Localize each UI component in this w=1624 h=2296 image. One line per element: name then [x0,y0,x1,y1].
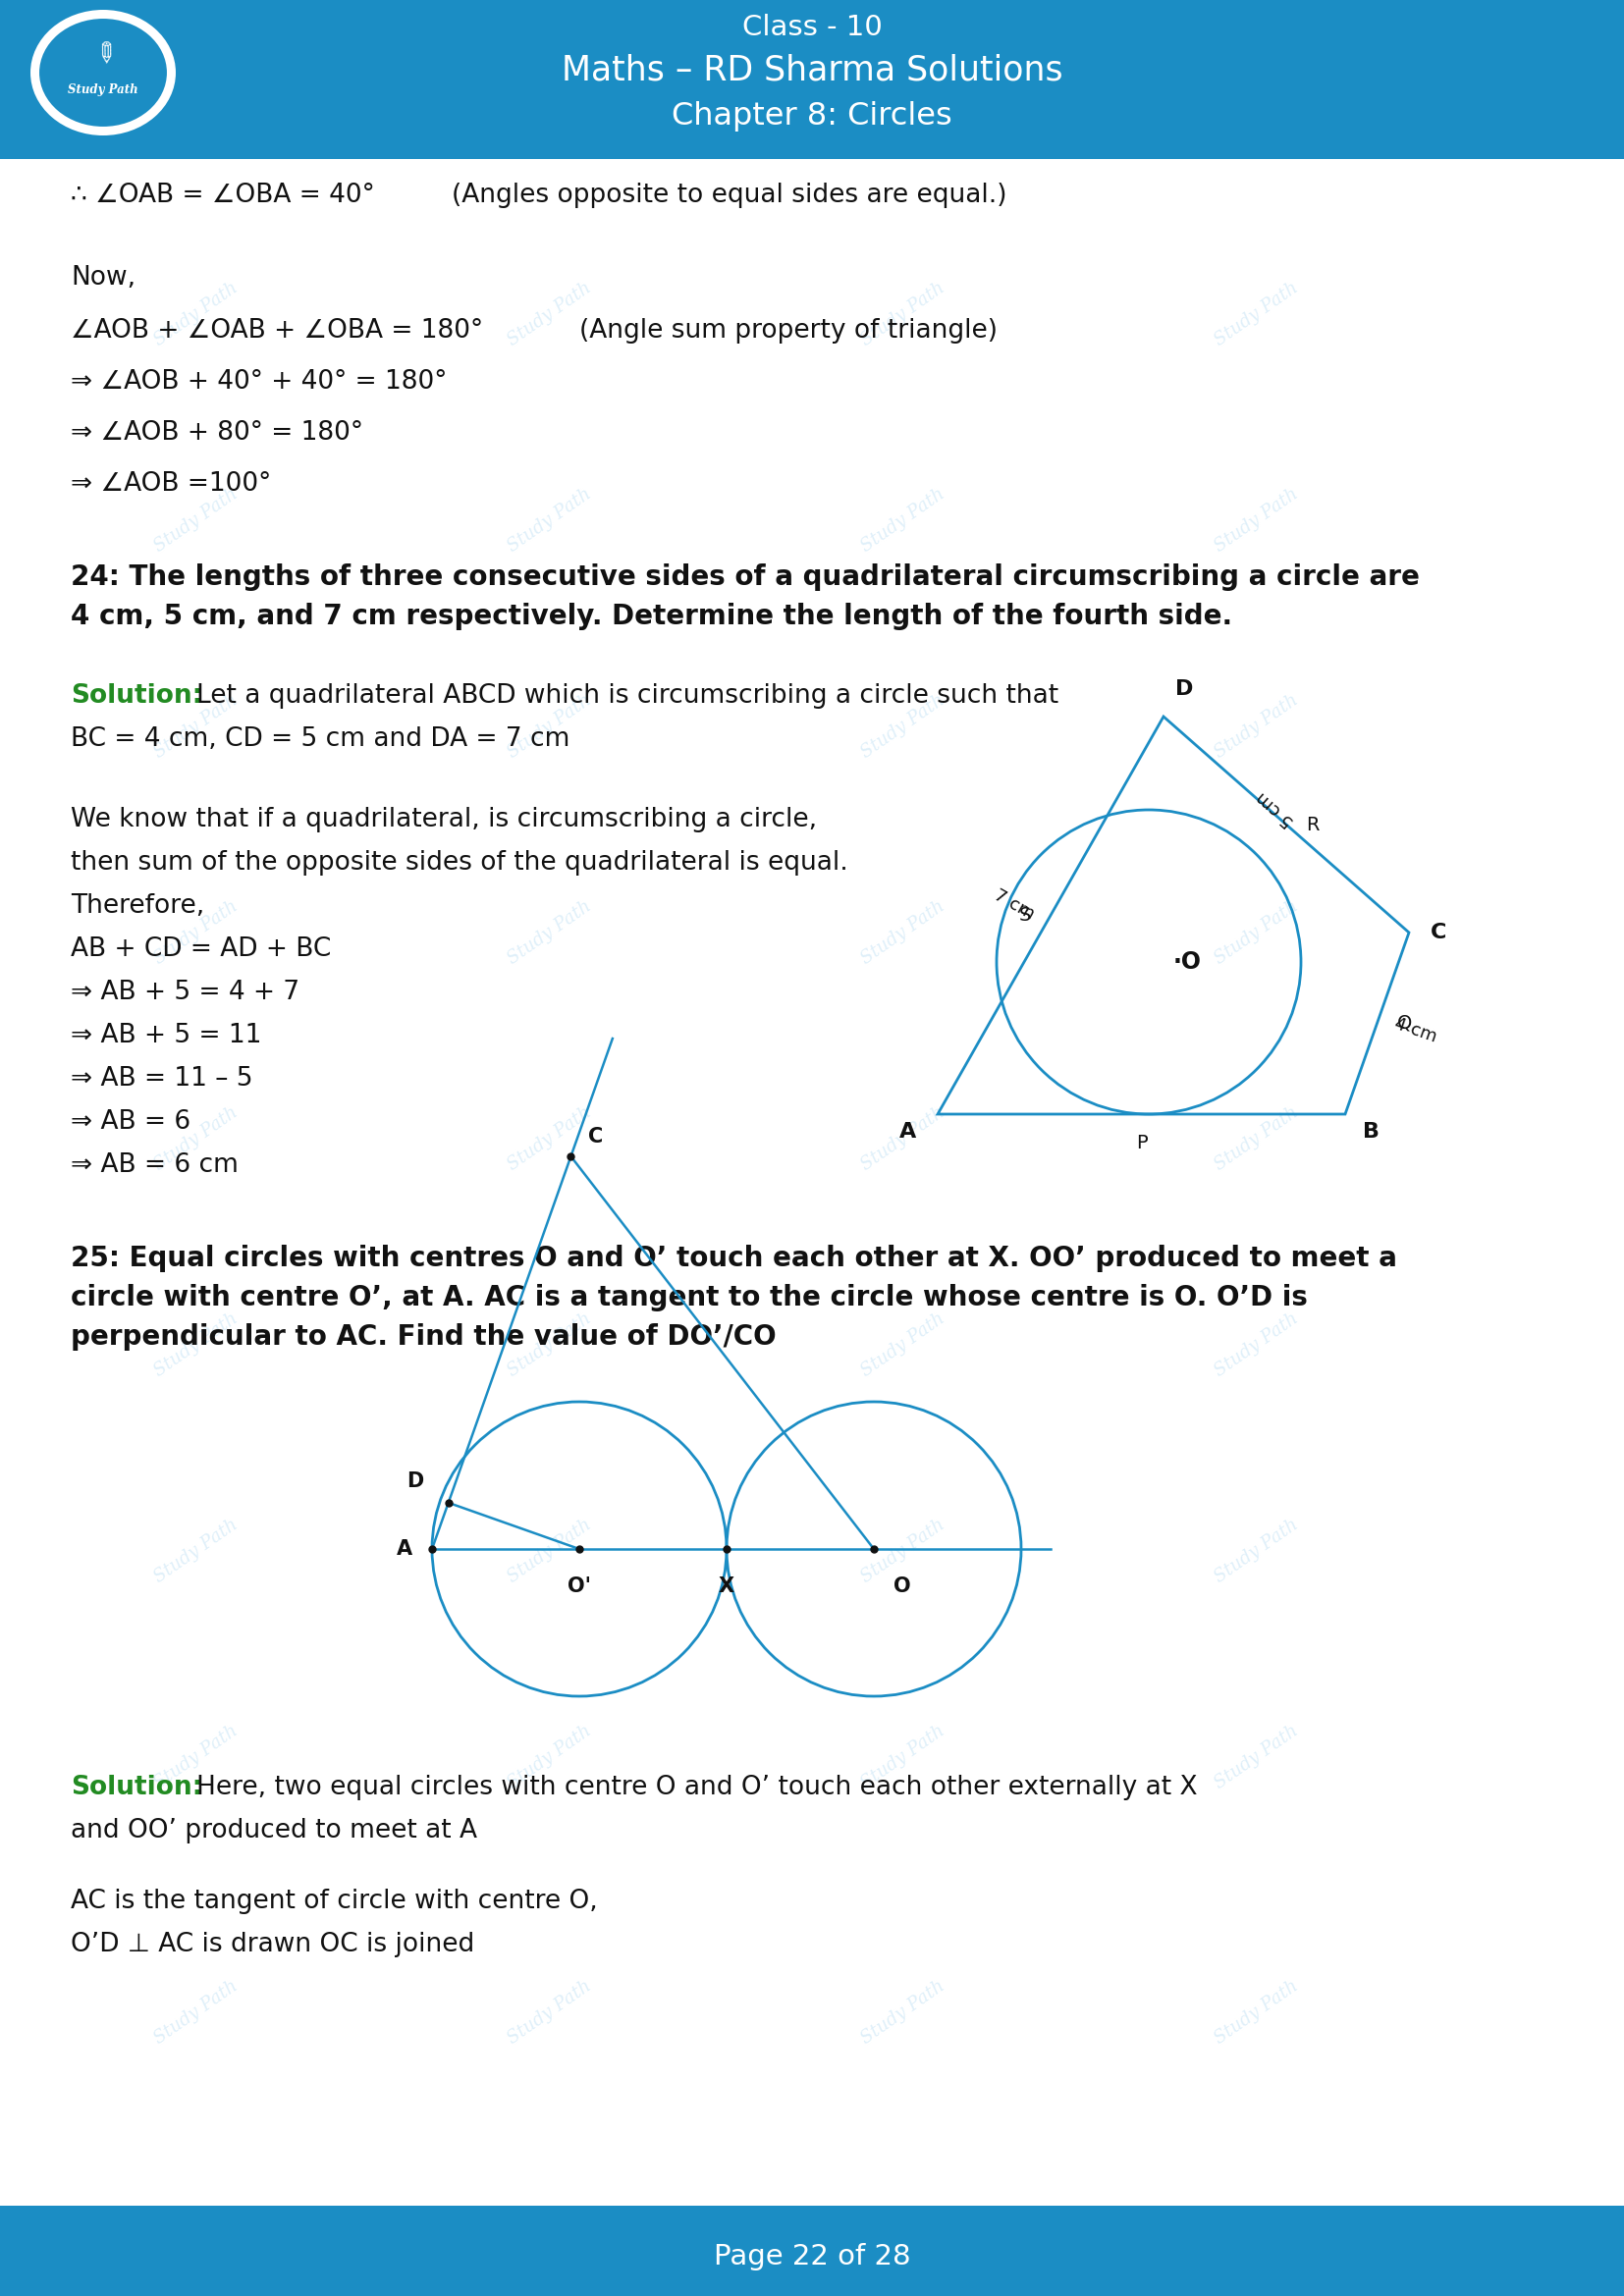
Text: Study Path: Study Path [857,898,948,969]
Text: R: R [1306,815,1319,833]
Text: ⇒ AB + 5 = 11: ⇒ AB + 5 = 11 [71,1022,261,1049]
Text: 4 cm: 4 cm [1392,1015,1439,1047]
Bar [0,0,1624,145]
Text: (Angles opposite to equal sides are equal.): (Angles opposite to equal sides are equa… [451,184,1007,209]
Text: Study Path: Study Path [151,1309,242,1380]
Text: Therefore,: Therefore, [71,893,205,918]
Text: ⇒ AB + 5 = 4 + 7: ⇒ AB + 5 = 4 + 7 [71,980,299,1006]
Ellipse shape [39,18,167,129]
Text: Solution:: Solution: [71,1775,203,1800]
Text: Q: Q [1397,1015,1411,1033]
Text: Study Path: Study Path [1212,484,1302,556]
Text: Study Path: Study Path [151,1722,242,1793]
Text: 5 cm: 5 cm [1254,788,1298,829]
Text: Study Path: Study Path [505,1309,594,1380]
Text: 24: The lengths of three consecutive sides of a quadrilateral circumscribing a c: 24: The lengths of three consecutive sid… [71,563,1419,590]
Text: Chapter 8: Circles: Chapter 8: Circles [672,101,952,131]
Text: P: P [1135,1134,1147,1153]
Text: 25: Equal circles with centres O and O’ touch each other at X. OO’ produced to m: 25: Equal circles with centres O and O’ … [71,1244,1397,1272]
Text: Study Path: Study Path [151,691,242,762]
Text: Now,: Now, [71,264,136,292]
Bar [0,2218,1624,2296]
Text: ·O: ·O [1173,951,1202,974]
Text: AB + CD = AD + BC: AB + CD = AD + BC [71,937,331,962]
Text: D: D [408,1472,424,1490]
Text: Class - 10: Class - 10 [742,14,882,41]
Text: Study Path: Study Path [1212,898,1302,969]
Text: Study Path: Study Path [505,898,594,969]
Bar [0,145,1624,158]
Text: Maths – RD Sharma Solutions: Maths – RD Sharma Solutions [562,55,1062,87]
Text: ∠AOB + ∠OAB + ∠OBA = 180°: ∠AOB + ∠OAB + ∠OBA = 180° [71,319,484,344]
Text: We know that if a quadrilateral, is circumscribing a circle,: We know that if a quadrilateral, is circ… [71,806,817,833]
Text: O’D ⊥ AC is drawn OC is joined: O’D ⊥ AC is drawn OC is joined [71,1931,474,1958]
Text: Study Path: Study Path [505,1977,594,2048]
Text: A: A [900,1123,916,1141]
Text: Here, two equal circles with centre O and O’ touch each other externally at X: Here, two equal circles with centre O an… [197,1775,1197,1800]
Text: O': O' [567,1577,591,1596]
Text: Study Path: Study Path [1212,1722,1302,1793]
Text: Study Path: Study Path [151,898,242,969]
Text: ⇒ AB = 6: ⇒ AB = 6 [71,1109,190,1134]
Text: Study Path: Study Path [151,1977,242,2048]
Text: Study Path: Study Path [505,1515,594,1587]
Text: B: B [1363,1123,1379,1141]
Text: Page 22 of 28: Page 22 of 28 [713,2243,911,2271]
Text: X: X [719,1577,734,1596]
Text: Solution:: Solution: [71,684,203,709]
Text: ⇒ ∠AOB =100°: ⇒ ∠AOB =100° [71,471,271,496]
Text: 4 cm, 5 cm, and 7 cm respectively. Determine the length of the fourth side.: 4 cm, 5 cm, and 7 cm respectively. Deter… [71,604,1233,629]
Text: circle with centre O’, at A. AC is a tangent to the circle whose centre is O. O’: circle with centre O’, at A. AC is a tan… [71,1283,1307,1311]
Text: Study Path: Study Path [1212,1104,1302,1173]
Text: ⇒ ∠AOB + 40° + 40° = 180°: ⇒ ∠AOB + 40° + 40° = 180° [71,370,447,395]
Text: Study Path: Study Path [857,484,948,556]
Text: Study Path: Study Path [857,1309,948,1380]
Text: ✎: ✎ [86,37,120,73]
Text: Study Path: Study Path [1212,1515,1302,1587]
Text: ∴ ∠OAB = ∠OBA = 40°: ∴ ∠OAB = ∠OBA = 40° [71,184,375,209]
Text: Study Path: Study Path [505,1104,594,1173]
Text: Study Path: Study Path [857,1515,948,1587]
Text: Study Path: Study Path [151,484,242,556]
Text: Study Path: Study Path [68,85,138,96]
Text: C: C [588,1127,604,1146]
Text: Study Path: Study Path [857,1104,948,1173]
Text: Study Path: Study Path [857,691,948,762]
Text: Study Path: Study Path [151,1104,242,1173]
Text: Study Path: Study Path [857,1722,948,1793]
Text: then sum of the opposite sides of the quadrilateral is equal.: then sum of the opposite sides of the qu… [71,850,848,875]
Text: perpendicular to AC. Find the value of DO’/CO: perpendicular to AC. Find the value of D… [71,1322,776,1350]
Text: Study Path: Study Path [505,1722,594,1793]
Text: S: S [1018,907,1031,925]
Text: Let a quadrilateral ABCD which is circumscribing a circle such that: Let a quadrilateral ABCD which is circum… [197,684,1059,709]
Text: Study Path: Study Path [151,1515,242,1587]
Text: Study Path: Study Path [505,691,594,762]
Text: BC = 4 cm, CD = 5 cm and DA = 7 cm: BC = 4 cm, CD = 5 cm and DA = 7 cm [71,726,570,751]
Text: ⇒ ∠AOB + 80° = 180°: ⇒ ∠AOB + 80° = 180° [71,420,364,445]
Text: Study Path: Study Path [505,484,594,556]
Text: D: D [1176,680,1194,698]
Text: Study Path: Study Path [1212,691,1302,762]
Text: Study Path: Study Path [1212,1309,1302,1380]
Text: C: C [1431,923,1447,941]
Text: A: A [396,1538,412,1559]
Text: O: O [893,1577,911,1596]
Text: Study Path: Study Path [1212,1977,1302,2048]
Text: ⇒ AB = 11 – 5: ⇒ AB = 11 – 5 [71,1065,253,1091]
Text: Study Path: Study Path [857,278,948,349]
Text: Study Path: Study Path [1212,278,1302,349]
Text: ⇒ AB = 6 cm: ⇒ AB = 6 cm [71,1153,239,1178]
Bar [0,2206,1624,2218]
Text: Study Path: Study Path [857,1977,948,2048]
Text: AC is the tangent of circle with centre O,: AC is the tangent of circle with centre … [71,1890,598,1915]
Ellipse shape [31,9,175,135]
Text: 7 cm: 7 cm [991,886,1038,923]
Text: and OO’ produced to meet at A: and OO’ produced to meet at A [71,1818,477,1844]
Text: Study Path: Study Path [505,278,594,349]
Text: (Angle sum property of triangle): (Angle sum property of triangle) [580,319,997,344]
Text: Study Path: Study Path [151,278,242,349]
